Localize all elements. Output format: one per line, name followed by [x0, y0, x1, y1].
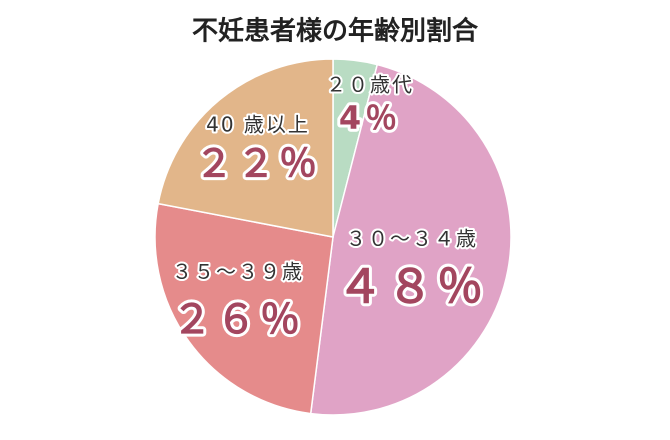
- pie-slice: [157, 58, 334, 238]
- value-label: ２２％: [195, 142, 321, 186]
- pie-slice: [309, 63, 512, 416]
- value-label: ４８％: [337, 260, 487, 314]
- category-label: ３５～３９歳: [172, 260, 304, 284]
- category-label: ２０歳代: [326, 73, 414, 97]
- chart-title: 不妊患者様の年齢別割合: [192, 16, 479, 47]
- value-label: ２６％: [172, 297, 304, 343]
- pie-slice: [154, 202, 334, 415]
- value-label: 4％: [339, 99, 401, 137]
- category-label: ３０～３４歳: [346, 227, 478, 251]
- category-label: 40 歳以上: [206, 113, 310, 137]
